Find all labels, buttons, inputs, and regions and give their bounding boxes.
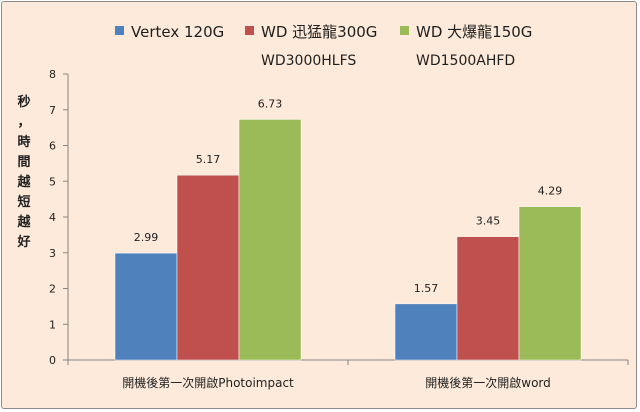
- bar[interactable]: [238, 119, 302, 361]
- x-category-label: 開機後第一次開啟Photoimpact: [122, 375, 294, 390]
- x-category-label: 開機後第一次開啟word: [425, 375, 551, 390]
- data-label: 3.45: [476, 215, 501, 228]
- legend-swatch: [245, 26, 254, 35]
- legend-swatch: [400, 26, 409, 35]
- bar[interactable]: [114, 252, 178, 361]
- data-label: 6.73: [258, 97, 283, 110]
- data-label: 2.99: [134, 231, 159, 244]
- y-tick-label: 3: [49, 247, 56, 260]
- data-label: 1.57: [414, 282, 439, 295]
- bar[interactable]: [394, 303, 458, 361]
- legend-label: Vertex 120G: [131, 23, 224, 41]
- y-axis-label-char: 好: [16, 234, 30, 250]
- y-axis-label-char: 間: [17, 155, 30, 170]
- y-axis-label-char: ，: [17, 115, 30, 130]
- y-tick-label: 2: [49, 283, 56, 296]
- data-labels: 2.99 5.17 6.73 1.57 3.45 4.29: [134, 97, 563, 294]
- bars: [114, 119, 582, 361]
- legend-swatch: [115, 26, 124, 35]
- y-axis-label-char: 短: [17, 194, 30, 210]
- legend: Vertex 120G WD 迅猛龍300G WD3000HLFS WD 大爆龍150…: [115, 23, 532, 69]
- y-tick-label: 1: [49, 318, 56, 331]
- data-label: 5.17: [196, 153, 221, 166]
- y-tick-label: 8: [49, 68, 56, 81]
- y-axis-label-char: 越: [16, 174, 31, 190]
- y-tick-label: 5: [49, 175, 56, 188]
- y-tick-label: 7: [49, 104, 56, 117]
- bar[interactable]: [518, 206, 582, 361]
- data-label: 4.29: [538, 185, 563, 198]
- legend-label: WD 迅猛龍300G: [261, 23, 377, 41]
- y-tick-label: 4: [49, 211, 56, 224]
- y-tick-label: 0: [49, 354, 56, 367]
- bar[interactable]: [456, 236, 520, 361]
- y-tick-label: 6: [49, 140, 56, 153]
- y-axis-label-char: 越: [16, 214, 31, 230]
- legend-label: WD 大爆龍150G: [416, 23, 532, 41]
- y-axis-label-char: 時: [17, 134, 30, 150]
- bar[interactable]: [176, 174, 240, 361]
- legend-label-line2: WD1500AHFD: [416, 53, 515, 69]
- legend-label-line2: WD3000HLFS: [261, 53, 356, 69]
- y-axis-label-char: 秒: [17, 94, 30, 110]
